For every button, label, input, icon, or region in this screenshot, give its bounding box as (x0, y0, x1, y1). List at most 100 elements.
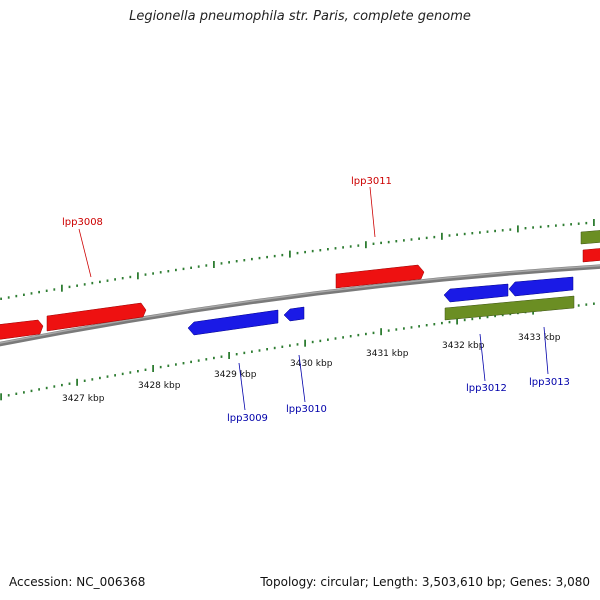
minor-tick (281, 253, 284, 257)
scale-label: 3433 kbp (518, 333, 561, 343)
minor-tick (365, 332, 367, 336)
minor-tick (220, 262, 223, 265)
gene-arrow-lpp3009[interactable] (187, 309, 279, 336)
minor-tick (190, 360, 192, 364)
minor-tick (433, 235, 436, 239)
minor-tick (190, 266, 192, 269)
minor-tick (205, 264, 208, 267)
minor-tick (425, 324, 428, 327)
minor-tick (494, 314, 496, 318)
scale-label: 3428 kbp (138, 381, 181, 391)
gene-arrow-lpp3010[interactable] (283, 306, 305, 322)
major-tick (0, 393, 2, 401)
minor-tick (235, 260, 238, 263)
major-tick (304, 339, 306, 347)
minor-tick (258, 349, 261, 352)
minor-tick (129, 275, 132, 279)
minor-tick (433, 323, 436, 326)
minor-tick (114, 278, 116, 281)
major-tick (441, 232, 443, 240)
minor-tick (425, 236, 428, 240)
minor-tick (61, 383, 63, 387)
minor-tick (380, 241, 382, 245)
minor-tick (243, 351, 246, 355)
gene-label-lpp3010[interactable]: lpp3010 (286, 404, 327, 415)
minor-tick (7, 394, 10, 397)
gene-arrow-lpp3013[interactable] (508, 276, 574, 297)
minor-tick (327, 338, 329, 341)
genome-summary: Topology: circular; Length: 3,503,610 bp… (260, 575, 590, 589)
minor-tick (555, 224, 557, 227)
minor-tick (463, 318, 466, 322)
minor-tick (372, 242, 375, 245)
map-title: Legionella pneumophila str. Paris, compl… (129, 9, 471, 24)
minor-tick (83, 379, 86, 382)
minor-tick (30, 389, 33, 393)
minor-tick (167, 364, 170, 367)
gene-arrow-lpp3012[interactable] (443, 283, 509, 303)
minor-tick (45, 289, 48, 292)
minor-tick (197, 359, 200, 362)
genome-backbone-highlight (0, 264, 600, 344)
minor-tick (532, 226, 534, 229)
minor-tick (15, 392, 18, 395)
minor-tick (144, 368, 147, 371)
minor-tick (319, 339, 322, 343)
gene-arrow-lpp3008[interactable] (46, 302, 147, 332)
minor-tick (486, 315, 489, 319)
minor-tick (327, 248, 329, 251)
minor-tick (53, 385, 56, 388)
reverse-genes (187, 276, 574, 336)
scale-label: 3431 kbp (366, 349, 409, 359)
gene-label-lpp3008[interactable]: lpp3008 (62, 217, 103, 228)
minor-tick (76, 284, 78, 287)
minor-tick (471, 232, 474, 235)
minor-tick (486, 230, 489, 233)
minor-tick (334, 247, 337, 250)
scale-label: 3430 kbp (290, 359, 333, 369)
major-tick (517, 225, 519, 233)
minor-tick (387, 240, 390, 244)
minor-tick (99, 376, 101, 380)
scale-labels: 3427 kbp 3428 kbp 3429 kbp 3430 kbp 3431… (62, 333, 561, 404)
major-tick (456, 317, 458, 325)
feature-bar[interactable] (444, 295, 575, 321)
minor-tick (45, 386, 48, 390)
minor-tick (304, 250, 306, 254)
label-leaders (78, 186, 549, 411)
minor-tick (547, 225, 550, 228)
minor-tick (152, 272, 154, 275)
minor-tick (114, 374, 116, 377)
minor-tick (418, 237, 420, 240)
minor-tick (410, 326, 413, 329)
minor-tick (448, 234, 451, 237)
gene-label-lpp3011[interactable]: lpp3011 (351, 176, 392, 187)
minor-tick (456, 233, 458, 236)
minor-tick (137, 370, 139, 373)
minor-tick (471, 317, 474, 321)
minor-tick (509, 228, 512, 231)
major-tick (152, 365, 154, 372)
minor-tick (539, 225, 542, 229)
minor-tick (159, 271, 162, 274)
minor-tick (213, 356, 215, 360)
minor-tick (501, 229, 504, 232)
minor-tick (68, 382, 71, 385)
other-features (444, 230, 600, 321)
minor-tick (106, 375, 109, 378)
feature-bar[interactable] (580, 230, 600, 245)
major-tick (213, 261, 215, 268)
gene-arrow-lpp3011[interactable] (335, 264, 425, 289)
minor-tick (357, 333, 360, 337)
minor-tick (273, 346, 276, 350)
gene-arrow[interactable] (0, 319, 44, 340)
scale-label: 3429 kbp (214, 370, 257, 380)
gene-arrow[interactable] (582, 248, 600, 263)
minor-tick (593, 302, 595, 305)
minor-tick (395, 328, 398, 331)
gene-label-lpp3012[interactable]: lpp3012 (466, 383, 507, 394)
minor-tick (342, 246, 344, 249)
minor-tick (418, 325, 420, 328)
gene-label-lpp3013[interactable]: lpp3013 (529, 377, 570, 388)
gene-label-lpp3009[interactable]: lpp3009 (227, 413, 268, 424)
